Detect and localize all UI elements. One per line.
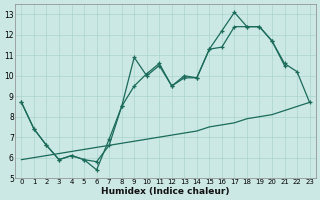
X-axis label: Humidex (Indice chaleur): Humidex (Indice chaleur) [101, 187, 230, 196]
